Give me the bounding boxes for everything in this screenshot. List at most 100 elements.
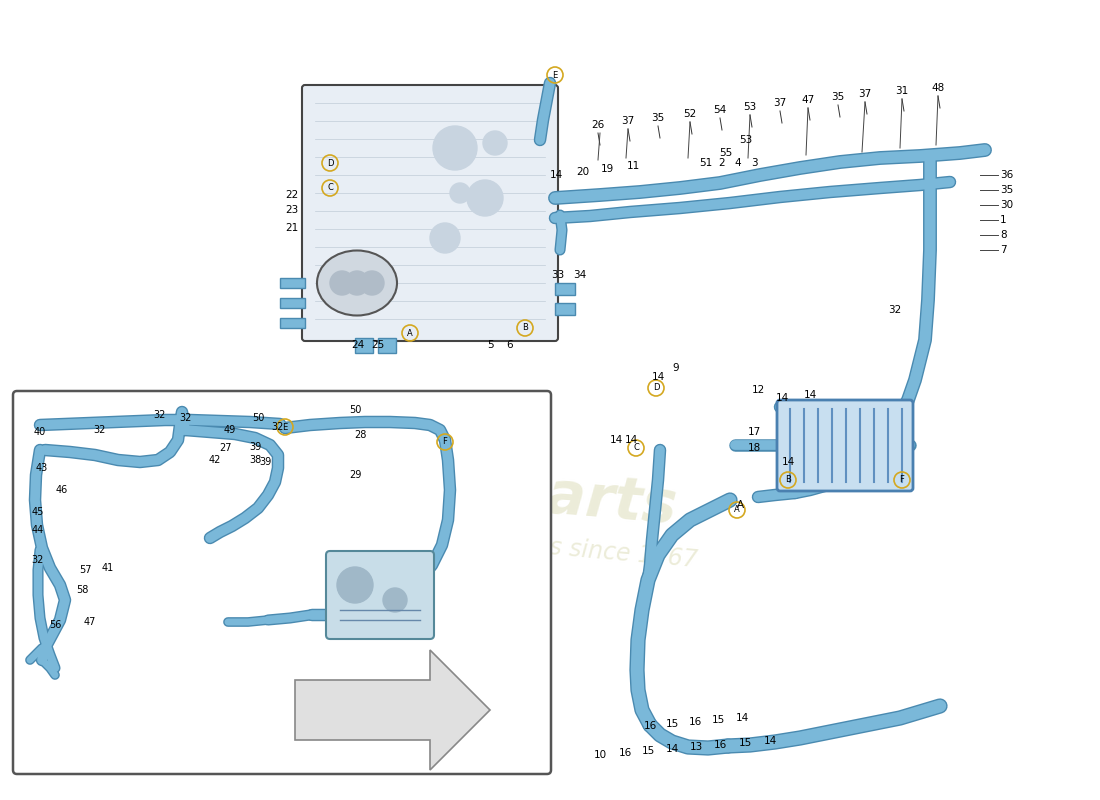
Text: 55: 55 [719, 148, 733, 158]
Text: 15: 15 [738, 738, 751, 748]
Text: 10: 10 [593, 750, 606, 760]
Circle shape [383, 588, 407, 612]
Text: 13: 13 [690, 742, 703, 752]
Text: 24: 24 [351, 340, 364, 350]
Text: 46: 46 [56, 485, 68, 495]
Bar [280, 278, 305, 288]
Text: 44: 44 [32, 525, 44, 535]
Ellipse shape [317, 250, 397, 315]
Text: 41: 41 [102, 563, 114, 573]
Text: 18: 18 [747, 443, 760, 453]
Text: 56: 56 [48, 620, 62, 630]
Text: 14: 14 [803, 390, 816, 400]
Text: 26: 26 [592, 120, 605, 130]
Circle shape [483, 131, 507, 155]
Text: 15: 15 [666, 719, 679, 729]
Text: A: A [407, 329, 412, 338]
Text: 40: 40 [34, 427, 46, 437]
Bar [355, 338, 373, 353]
Text: C: C [634, 443, 639, 453]
Text: 15: 15 [641, 746, 654, 756]
Text: 57: 57 [79, 565, 91, 575]
Text: 21: 21 [285, 223, 298, 233]
Text: 37: 37 [621, 116, 635, 126]
Text: 32: 32 [889, 305, 902, 315]
Text: 16: 16 [689, 717, 702, 727]
Circle shape [430, 223, 460, 253]
Text: 32: 32 [179, 413, 191, 423]
Text: 16: 16 [618, 748, 631, 758]
Text: 2: 2 [718, 158, 725, 168]
Text: 15: 15 [712, 715, 725, 725]
Text: 35: 35 [1000, 185, 1013, 195]
Circle shape [330, 271, 354, 295]
Text: 17: 17 [747, 427, 760, 437]
FancyBboxPatch shape [777, 400, 913, 491]
Text: 45: 45 [32, 507, 44, 517]
Text: 52: 52 [683, 109, 696, 119]
Text: 32: 32 [94, 425, 107, 435]
Text: 53: 53 [739, 135, 752, 145]
Polygon shape [295, 650, 490, 770]
Text: 42: 42 [209, 455, 221, 465]
Circle shape [468, 180, 503, 216]
Text: 14: 14 [781, 457, 794, 467]
Text: 20: 20 [576, 167, 590, 177]
Circle shape [345, 271, 368, 295]
Text: 36: 36 [1000, 170, 1013, 180]
Text: 39: 39 [258, 457, 271, 467]
Text: 27: 27 [219, 443, 231, 453]
Text: 6: 6 [507, 340, 514, 350]
FancyBboxPatch shape [326, 551, 434, 639]
Text: 48: 48 [932, 83, 945, 93]
Text: 14: 14 [763, 736, 777, 746]
Text: 35: 35 [651, 113, 664, 123]
Text: a passion for parts since 1967: a passion for parts since 1967 [341, 518, 698, 573]
Text: 14: 14 [651, 372, 664, 382]
Text: 34: 34 [573, 270, 586, 280]
Text: 14: 14 [549, 170, 562, 180]
Text: 14: 14 [666, 744, 679, 754]
Text: 54: 54 [714, 105, 727, 115]
Text: A: A [736, 500, 744, 510]
Text: 50: 50 [349, 405, 361, 415]
Text: 28: 28 [354, 430, 366, 440]
Text: 14: 14 [625, 435, 638, 445]
Text: 14: 14 [776, 393, 789, 403]
Text: 22: 22 [285, 190, 298, 200]
Text: B: B [785, 475, 791, 485]
Text: E: E [552, 70, 558, 79]
Text: ercole parts: ercole parts [280, 444, 680, 536]
Text: D: D [327, 158, 333, 167]
Circle shape [337, 567, 373, 603]
Text: B: B [522, 323, 528, 333]
Text: 14: 14 [609, 435, 623, 445]
Text: 7: 7 [1000, 245, 1006, 255]
Text: 47: 47 [84, 617, 96, 627]
Text: 19: 19 [601, 164, 614, 174]
Text: 4: 4 [735, 158, 741, 168]
Text: D: D [652, 383, 659, 393]
Bar [280, 318, 305, 328]
Bar [556, 283, 575, 295]
Text: 49: 49 [224, 425, 236, 435]
Text: 8: 8 [1000, 230, 1006, 240]
Bar [556, 303, 575, 315]
Text: F: F [442, 438, 448, 446]
Text: 23: 23 [285, 205, 298, 215]
Circle shape [433, 126, 477, 170]
Bar [280, 298, 305, 308]
Text: A: A [734, 506, 740, 514]
Text: 1: 1 [1000, 215, 1006, 225]
Text: 14: 14 [736, 713, 749, 723]
Circle shape [450, 183, 470, 203]
Circle shape [360, 271, 384, 295]
Text: 51: 51 [700, 158, 713, 168]
Text: 33: 33 [551, 270, 564, 280]
Text: 25: 25 [372, 340, 385, 350]
Bar [378, 338, 396, 353]
Text: E: E [283, 422, 287, 431]
Text: 32: 32 [272, 422, 284, 432]
Text: 16: 16 [644, 721, 657, 731]
Text: 5: 5 [486, 340, 493, 350]
